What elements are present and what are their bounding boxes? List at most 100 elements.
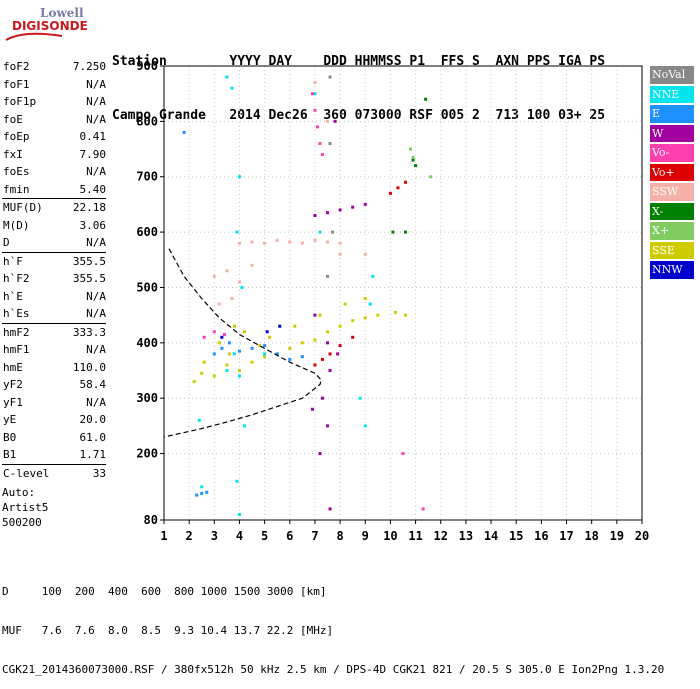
x-tick-label: 15 [509,529,523,543]
plot-frame [163,65,643,521]
auto-line3: 500200 [2,516,42,529]
data-point-nne [318,230,322,234]
x-tick-label: 13 [459,529,473,543]
data-point-w [333,119,337,123]
parameter-label: hmF1 [3,343,30,356]
data-point-ssw [363,252,367,256]
data-point-sse [288,346,292,350]
parameter-value: N/A [86,112,106,126]
parameter-row: foF1p N/A [2,93,106,111]
parameter-value: N/A [86,236,106,249]
data-point-nne [237,374,241,378]
legend-item-e: E [650,105,694,123]
data-point-sse [212,374,216,378]
parameter-value: N/A [86,95,106,108]
data-point-sse [268,335,272,339]
data-point-ssw [288,240,292,244]
data-point-ssw [338,252,342,256]
data-point-x- [391,230,395,234]
parameter-label: foF2 [3,60,30,73]
data-point-e [205,490,209,494]
parameter-label: foE [3,112,23,126]
parameter-row: C-level 33 [2,465,106,483]
y-tick-label: 900 [136,59,158,73]
data-point-nnw [220,335,224,339]
parameter-value: N/A [86,307,106,320]
parameter-row: h`F2 355.5 [2,270,106,288]
parameter-panel: foF2 7.250 foF1 N/A foF1p N/A foE N/A foEp 0.41 fx… [2,58,106,482]
data-point-e [227,341,231,345]
data-point-nne [197,418,201,422]
parameter-label: C-level [3,466,50,480]
parameter-value: 355.5 [72,254,106,268]
data-point-w [313,213,317,217]
data-point-ssw [300,241,304,245]
auto-scaling-info: Auto: Artist5 500200 [2,485,48,530]
data-point-nne [358,396,362,400]
header: Station YYYY DAY DDD HHMMSS P1 FFS S AXN… [112,17,605,143]
parameter-row: yE 20.0 [2,411,106,429]
parameter-value: 20.0 [79,413,107,426]
parameter-label: yE [3,413,17,426]
footer-muf-row: MUF 7.6 7.6 8.0 8.5 9.3 10.4 13.7 22.2 [… [2,624,334,637]
x-tick-label: 1 [160,529,167,543]
parameter-value: 7.250 [72,60,106,73]
y-tick-label: 800 [136,114,158,128]
parameter-row: foF1 N/A [2,76,106,94]
data-point-x- [409,147,413,151]
parameter-label: foEs [3,165,30,178]
parameter-value: 3.06 [79,218,107,232]
parameter-row: h`E N/A [2,288,106,306]
data-point-ssw [237,280,241,284]
logo-line2: DIGISONDE [12,19,88,33]
header-row2: Campo Grande 2014 Dec26 360 073000 RSF 0… [112,108,606,123]
data-point-nne [235,230,239,234]
data-point-w [310,407,314,411]
data-point-ssw [237,241,241,245]
x-tick-label: 7 [311,529,318,543]
x-tick-label: 2 [186,529,193,543]
parameter-value: N/A [86,289,106,303]
parameter-label: fxI [3,147,23,161]
parameter-label: h`F [3,254,23,268]
data-point-x- [414,164,418,168]
parameter-label: B1 [3,448,17,461]
data-point-sse [217,341,221,345]
y-tick-label: 300 [136,391,158,405]
parameter-row: hmF1 N/A [2,341,106,359]
parameter-label: M(D) [3,218,30,232]
data-point-noval [328,142,332,146]
data-point-sse [237,369,241,373]
parameter-row: foEs N/A [2,163,106,181]
x-tick-label: 20 [635,529,649,543]
parameter-value: N/A [86,165,106,178]
data-point-sse [363,297,367,301]
data-point-ssw [313,81,317,85]
data-point-sse [351,319,355,323]
parameter-label: h`F2 [3,272,30,285]
ionogram-chart: 1 2 3 4 5 6 7 8 9 10 11 12 13 14 15 16 17 18 19 20802003004… [136,59,649,543]
data-point-sse [293,324,297,328]
data-point-sse [192,380,196,384]
data-point-nne [232,352,236,356]
data-point-vo- [338,344,342,348]
data-point-vo- [315,125,319,129]
legend-item-nne: NNE [650,85,694,103]
parameter-value: N/A [86,77,106,91]
x-tick-label: 10 [383,529,397,543]
legend-item-w: W [650,124,694,142]
parameter-value: 61.0 [79,430,107,444]
data-point-vo- [401,452,405,456]
data-point-sse [313,338,317,342]
legend-item-noval: NoVal [650,66,694,84]
footer-distance-row: D 100 200 400 600 800 1000 1500 3000 [km… [2,585,327,598]
header-row1: Station YYYY DAY DDD HHMMSS P1 FFS S AXN… [112,54,606,69]
data-point-vo- [388,191,392,195]
data-point-e [182,130,186,134]
parameter-label: MUF(D) [3,201,43,214]
data-point-sse [200,371,204,375]
x-tick-label: 11 [408,529,422,543]
parameter-row: hmF2 333.3 [2,324,106,342]
y-tick-label: 500 [136,280,158,294]
parameter-row: yF2 58.4 [2,376,106,394]
